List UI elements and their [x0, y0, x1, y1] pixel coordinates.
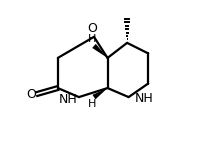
Text: NH: NH — [59, 93, 78, 106]
Text: O: O — [27, 88, 36, 101]
Polygon shape — [92, 88, 108, 99]
Text: NH: NH — [134, 92, 153, 105]
Polygon shape — [92, 44, 108, 58]
Text: H: H — [88, 34, 97, 44]
Text: O: O — [88, 22, 97, 35]
Text: H: H — [88, 99, 97, 109]
